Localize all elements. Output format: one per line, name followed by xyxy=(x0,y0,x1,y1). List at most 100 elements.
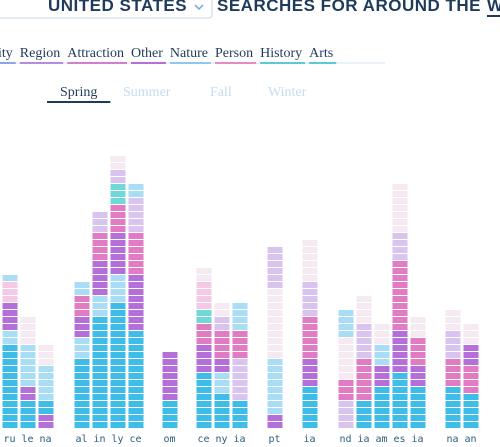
search-block[interactable] xyxy=(410,394,426,400)
search-block[interactable] xyxy=(410,387,426,393)
search-block[interactable] xyxy=(392,226,408,232)
search-block[interactable] xyxy=(92,282,108,288)
search-block[interactable] xyxy=(392,233,408,239)
search-block[interactable] xyxy=(110,394,126,400)
search-block[interactable] xyxy=(302,345,318,351)
search-block[interactable] xyxy=(214,338,230,344)
search-block[interactable] xyxy=(2,394,18,400)
search-block[interactable] xyxy=(267,275,283,281)
search-block[interactable] xyxy=(214,331,230,337)
search-block[interactable] xyxy=(267,394,283,400)
search-block[interactable] xyxy=(20,317,36,323)
search-block[interactable] xyxy=(162,408,178,414)
search-block[interactable] xyxy=(267,422,283,428)
search-block[interactable] xyxy=(128,394,144,400)
search-block[interactable] xyxy=(110,359,126,365)
search-block[interactable] xyxy=(338,324,354,330)
search-block[interactable] xyxy=(267,324,283,330)
search-block[interactable] xyxy=(267,387,283,393)
search-block[interactable] xyxy=(128,303,144,309)
search-block[interactable] xyxy=(110,345,126,351)
search-block[interactable] xyxy=(110,254,126,260)
search-block[interactable] xyxy=(2,317,18,323)
search-block[interactable] xyxy=(374,345,390,351)
search-block[interactable] xyxy=(445,310,461,316)
search-block[interactable] xyxy=(20,380,36,386)
search-block[interactable] xyxy=(410,380,426,386)
search-block[interactable] xyxy=(92,408,108,414)
search-block[interactable] xyxy=(463,373,479,379)
search-block[interactable] xyxy=(92,380,108,386)
search-block[interactable] xyxy=(92,352,108,358)
search-block[interactable] xyxy=(196,324,212,330)
search-block[interactable] xyxy=(2,373,18,379)
search-block[interactable] xyxy=(196,317,212,323)
search-block[interactable] xyxy=(302,261,318,267)
search-block[interactable] xyxy=(445,324,461,330)
search-block[interactable] xyxy=(92,303,108,309)
search-block[interactable] xyxy=(110,310,126,316)
search-block[interactable] xyxy=(110,401,126,407)
search-block[interactable] xyxy=(445,408,461,414)
search-block[interactable] xyxy=(110,408,126,414)
search-block[interactable] xyxy=(356,303,372,309)
search-block[interactable] xyxy=(232,401,248,407)
search-block[interactable] xyxy=(74,289,90,295)
search-block[interactable] xyxy=(214,387,230,393)
search-block[interactable] xyxy=(74,296,90,302)
search-block[interactable] xyxy=(463,366,479,372)
country-select[interactable] xyxy=(0,0,213,19)
search-block[interactable] xyxy=(2,331,18,337)
search-block[interactable] xyxy=(445,317,461,323)
search-block[interactable] xyxy=(92,373,108,379)
search-block[interactable] xyxy=(74,345,90,351)
search-block[interactable] xyxy=(92,366,108,372)
search-block[interactable] xyxy=(92,324,108,330)
search-block[interactable] xyxy=(232,380,248,386)
search-block[interactable] xyxy=(20,373,36,379)
search-block[interactable] xyxy=(392,331,408,337)
search-block[interactable] xyxy=(410,422,426,428)
search-block[interactable] xyxy=(374,352,390,358)
search-block[interactable] xyxy=(267,345,283,351)
search-block[interactable] xyxy=(38,401,54,407)
search-block[interactable] xyxy=(20,394,36,400)
search-block[interactable] xyxy=(214,317,230,323)
search-block[interactable] xyxy=(162,422,178,428)
search-block[interactable] xyxy=(74,310,90,316)
search-block[interactable] xyxy=(92,240,108,246)
search-block[interactable] xyxy=(92,254,108,260)
search-block[interactable] xyxy=(128,324,144,330)
search-block[interactable] xyxy=(110,212,126,218)
search-block[interactable] xyxy=(214,415,230,421)
search-block[interactable] xyxy=(410,359,426,365)
search-block[interactable] xyxy=(232,324,248,330)
search-block[interactable] xyxy=(74,422,90,428)
search-block[interactable] xyxy=(445,345,461,351)
search-block[interactable] xyxy=(302,247,318,253)
search-block[interactable] xyxy=(74,380,90,386)
search-block[interactable] xyxy=(92,338,108,344)
search-block[interactable] xyxy=(196,352,212,358)
search-block[interactable] xyxy=(356,338,372,344)
search-block[interactable] xyxy=(356,401,372,407)
search-block[interactable] xyxy=(128,268,144,274)
search-block[interactable] xyxy=(392,198,408,204)
search-block[interactable] xyxy=(92,310,108,316)
search-block[interactable] xyxy=(463,415,479,421)
search-block[interactable] xyxy=(267,331,283,337)
search-block[interactable] xyxy=(374,401,390,407)
search-block[interactable] xyxy=(20,359,36,365)
search-block[interactable] xyxy=(392,387,408,393)
search-block[interactable] xyxy=(392,317,408,323)
search-block[interactable] xyxy=(196,415,212,421)
search-block[interactable] xyxy=(110,268,126,274)
category-tab[interactable]: Region xyxy=(20,46,60,61)
search-block[interactable] xyxy=(338,422,354,428)
search-block[interactable] xyxy=(338,359,354,365)
search-block[interactable] xyxy=(214,303,230,309)
search-block[interactable] xyxy=(410,408,426,414)
search-block[interactable] xyxy=(2,401,18,407)
search-block[interactable] xyxy=(74,282,90,288)
search-block[interactable] xyxy=(445,366,461,372)
